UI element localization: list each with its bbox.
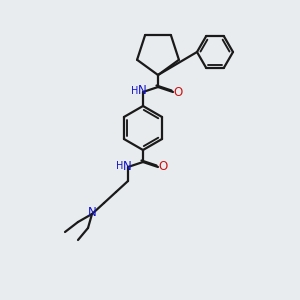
- Text: O: O: [173, 85, 183, 98]
- Text: H: H: [116, 161, 124, 171]
- Text: N: N: [138, 85, 146, 98]
- Text: N: N: [88, 206, 96, 220]
- Text: H: H: [131, 86, 139, 96]
- Text: N: N: [123, 160, 131, 172]
- Text: O: O: [158, 160, 168, 173]
